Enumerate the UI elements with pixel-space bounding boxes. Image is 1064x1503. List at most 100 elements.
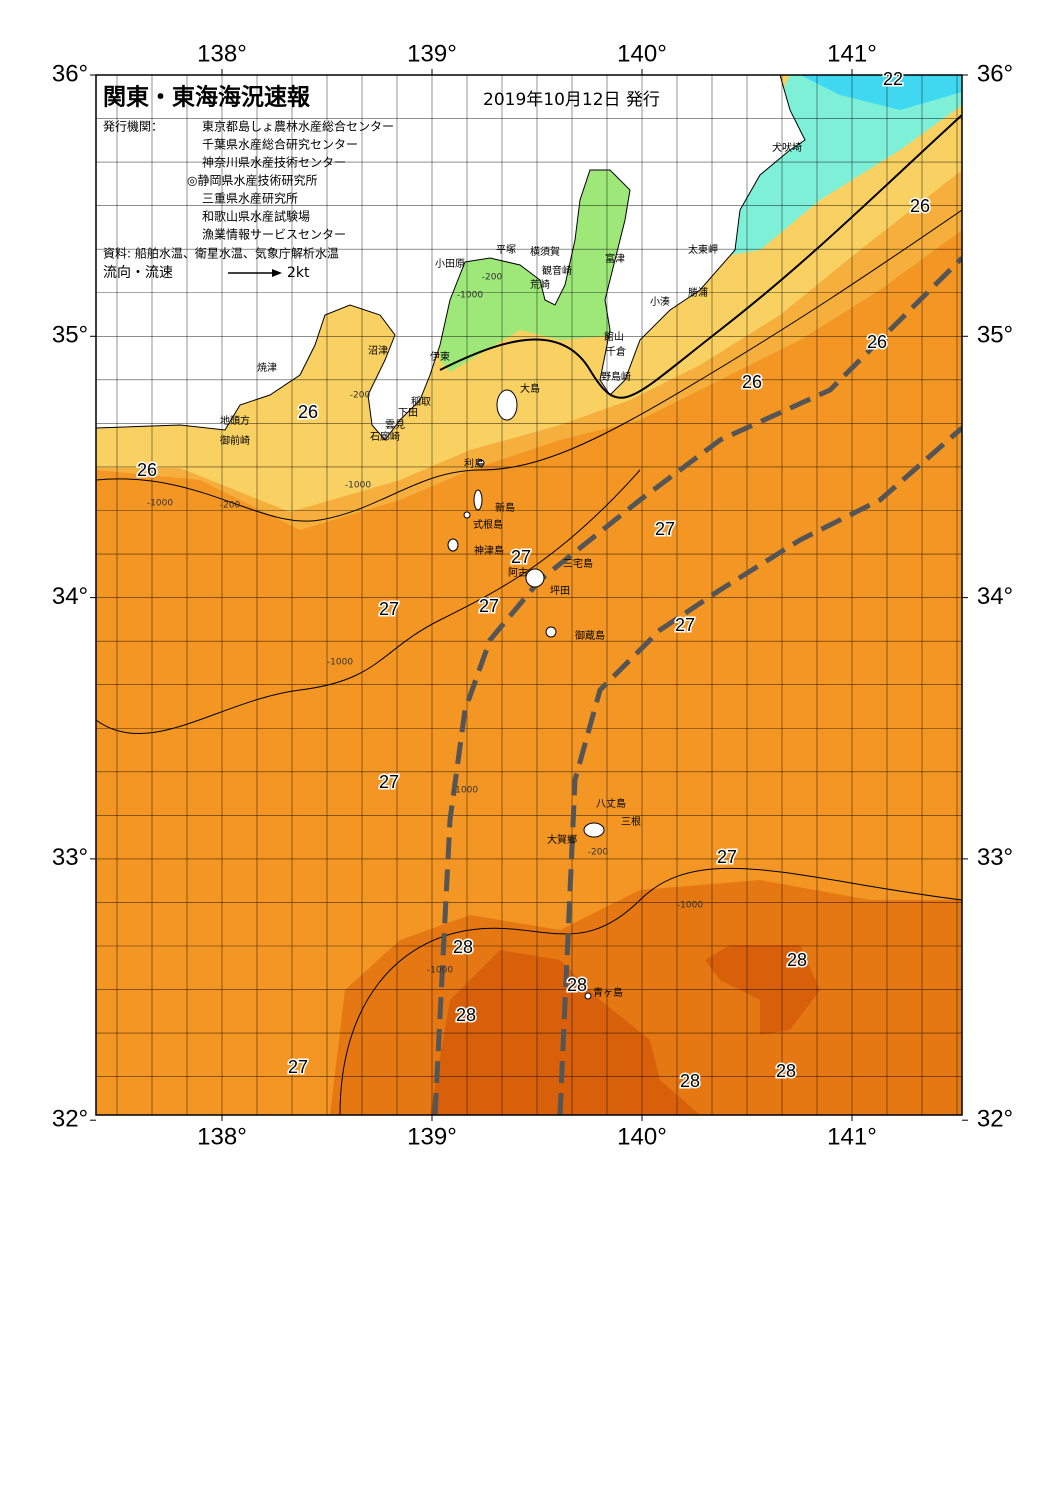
place-name: 勝浦 (688, 286, 708, 299)
kuroshio-edge (557, 426, 962, 1115)
place-name: 雲見 (385, 419, 405, 431)
islands (447, 389, 605, 1000)
island (496, 389, 518, 421)
isotherm-label: 27 (675, 615, 695, 635)
lon-label: 139° (407, 1123, 457, 1150)
lat-label: 35° (52, 322, 88, 349)
island (545, 626, 557, 638)
place-name: 沼津 (368, 344, 388, 357)
island (473, 489, 483, 511)
isotherm-label: 27 (379, 772, 399, 792)
isotherm-label: 26 (298, 402, 318, 422)
isotherm (96, 209, 962, 522)
place-name: 御蔵島 (575, 629, 605, 642)
isotherm-label: 26 (867, 332, 887, 352)
lon-label: 139° (407, 40, 457, 67)
isotherm-label: 27 (288, 1057, 308, 1077)
place-name: 青ヶ島 (593, 986, 623, 999)
place-name: 大賀郷 (547, 833, 577, 846)
depth-label: -1000 (147, 499, 173, 509)
place-name: 荒崎 (530, 278, 550, 291)
place-name: 小田原 (435, 258, 465, 270)
place-name: 稲取 (411, 396, 431, 408)
place-name: 富津 (605, 252, 625, 265)
kuroshio-axis (432, 256, 962, 1115)
issuer: 神奈川県水産技術センター (202, 155, 346, 170)
lat-label: 33° (52, 844, 88, 871)
isotherm-label: 27 (379, 599, 399, 619)
issuer: 東京都島しょ農林水産総合センター (202, 119, 394, 134)
isotherm-label: 28 (456, 1005, 476, 1025)
isotherm-label: 28 (776, 1061, 796, 1081)
place-name: 犬吠埼 (772, 141, 802, 154)
place-name: 新島 (495, 501, 515, 514)
place-name: 三根 (621, 815, 641, 828)
place-name: 御前崎 (220, 434, 250, 447)
isotherm-label: 28 (453, 937, 473, 957)
place-name: 大島 (520, 382, 540, 395)
depth-label: -1000 (345, 481, 371, 491)
sources: 資料: 船舶水温、衛星水温、気象庁解析水温 (103, 246, 339, 261)
isotherm-label: 26 (910, 196, 930, 216)
legend-label: 流向・流速 (103, 265, 173, 281)
lon-label: 138° (197, 1123, 247, 1150)
sea-20 (800, 75, 962, 110)
lat-label: 32° (52, 1106, 88, 1133)
place-name: 式根島 (473, 518, 503, 531)
place-name: 八丈島 (596, 797, 626, 810)
place-name: 石廊崎 (370, 430, 400, 443)
place-name: 観音崎 (542, 264, 572, 277)
isotherm-label: 26 (137, 460, 157, 480)
lat-label: 34° (52, 583, 88, 610)
lat-label: 36° (52, 60, 88, 87)
place-name: 小湊 (650, 295, 670, 308)
issuer: 千葉県水産総合研究センター (202, 137, 358, 152)
place-name: 平塚 (496, 244, 516, 256)
isotherm-label: 27 (511, 547, 531, 567)
place-name: 野島崎 (601, 370, 631, 383)
title: 関東・東海海況速報 (103, 84, 311, 111)
island (584, 992, 592, 1000)
place-name: 千倉 (606, 345, 626, 358)
graticule (96, 75, 962, 1115)
depth-label: -200 (482, 273, 503, 283)
place-name: 焼津 (257, 362, 277, 374)
issuer: 和歌山県水産試験場 (202, 209, 310, 224)
place-name: 神津島 (474, 544, 504, 557)
lat-label: 34° (977, 583, 1013, 610)
lon-label: 141° (827, 40, 877, 67)
place-name: 利島 (464, 457, 484, 470)
isotherm-label: 26 (742, 372, 762, 392)
map-frame (95, 74, 963, 1116)
depth-label: -1000 (457, 291, 483, 301)
island (463, 511, 471, 519)
depth-label: -1000 (677, 901, 703, 911)
place-name: 館山 (604, 330, 624, 343)
isotherm-label: 27 (655, 519, 675, 539)
sea-28-core (705, 945, 820, 1035)
isotherm-label: 28 (787, 950, 807, 970)
lat-label: 36° (977, 60, 1013, 87)
isotherm-label: 27 (479, 596, 499, 616)
issuer: ◎静岡県水産技術研究所 (187, 173, 317, 188)
land (96, 75, 806, 441)
map-body (96, 75, 962, 1115)
depth-label: -1000 (452, 786, 478, 796)
lon-label: 141° (827, 1123, 877, 1150)
lon-label: 140° (617, 40, 667, 67)
issuer: 三重県水産研究所 (202, 191, 298, 206)
isotherm-label: 28 (680, 1071, 700, 1091)
isotherm (439, 114, 962, 399)
island (525, 568, 545, 588)
lat-label: 32° (977, 1106, 1013, 1133)
issue-date: 2019年10月12日 発行 (483, 90, 660, 110)
depth-label: -1000 (327, 658, 353, 668)
legend-speed: 2kt (287, 265, 310, 281)
isotherm-label: 28 (567, 975, 587, 995)
lon-label: 140° (617, 1123, 667, 1150)
place-name: 坪田 (550, 584, 570, 597)
lat-label: 35° (977, 322, 1013, 349)
place-name: 下田 (398, 408, 418, 419)
island (447, 538, 459, 552)
